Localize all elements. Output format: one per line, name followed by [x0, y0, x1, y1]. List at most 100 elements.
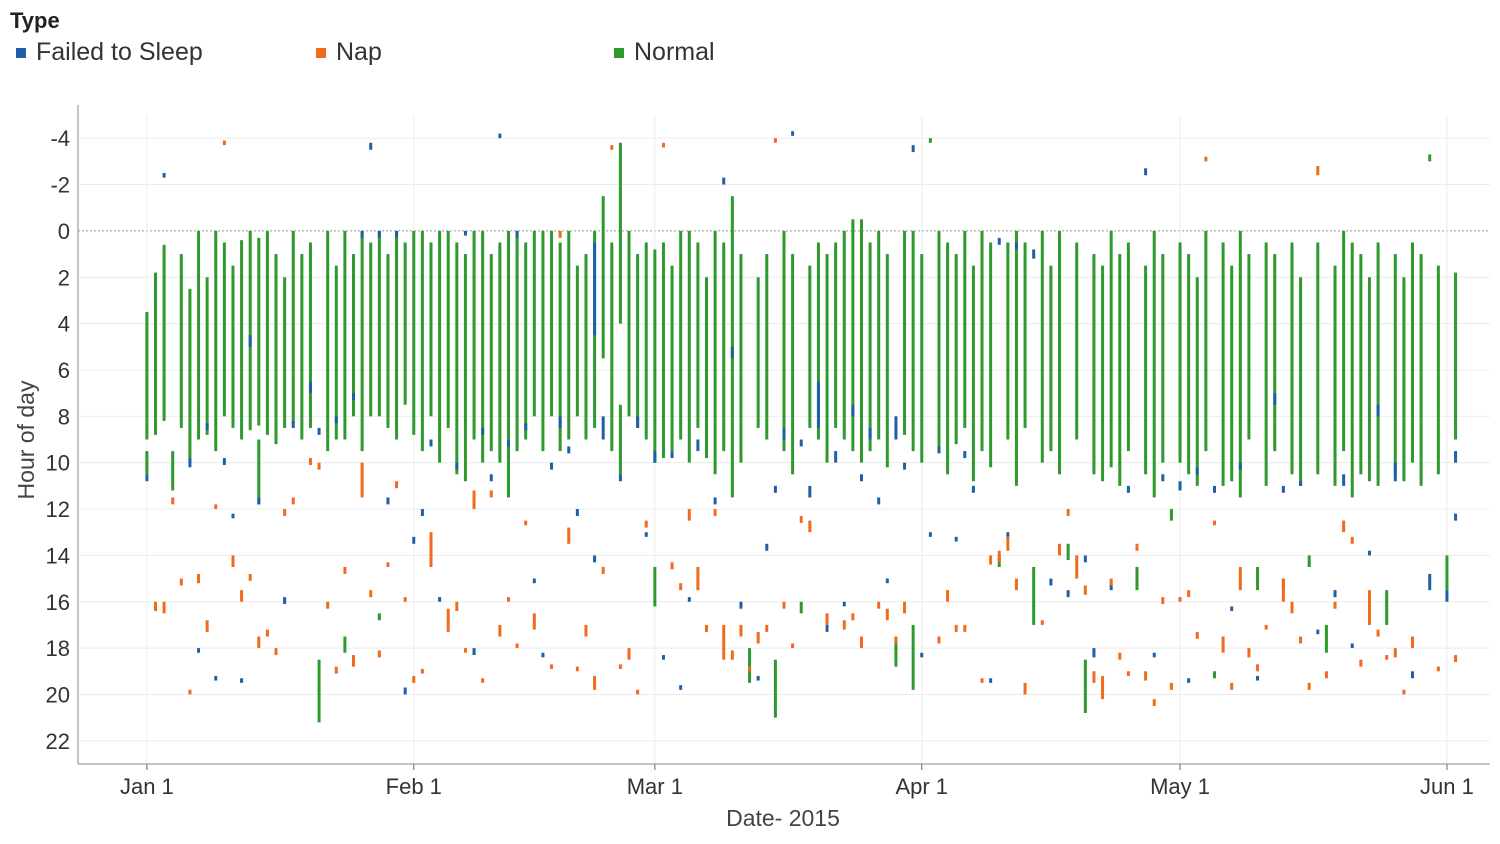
interval-bar-normal — [679, 230, 683, 440]
interval-bar-nap — [420, 668, 424, 674]
legend-item-nap[interactable]: Nap — [316, 38, 382, 67]
interval-bar-nap — [1126, 671, 1130, 676]
interval-bar-normal — [438, 230, 442, 463]
interval-bar-normal — [145, 312, 149, 440]
interval-bar-normal — [179, 254, 183, 428]
interval-bar-normal — [265, 230, 269, 435]
interval-bar-nap — [214, 504, 218, 510]
interval-bar-failed-to-sleep — [1273, 393, 1277, 405]
interval-bar-nap — [1169, 682, 1173, 690]
interval-bar-nap — [1256, 664, 1260, 672]
interval-bar-nap — [644, 520, 648, 528]
interval-bar-nap — [1316, 165, 1320, 176]
interval-bar-nap — [765, 624, 769, 632]
interval-bar-normal — [963, 230, 967, 428]
interval-bar-failed-to-sleep — [188, 458, 192, 468]
interval-bar-nap — [980, 678, 984, 683]
interval-bar-failed-to-sleep — [1454, 451, 1458, 463]
interval-bar-normal — [653, 566, 657, 607]
interval-bar-failed-to-sleep — [420, 509, 424, 516]
interval-bar-nap — [696, 566, 700, 591]
interval-bar-normal — [791, 254, 795, 475]
interval-bar-normal — [1445, 555, 1449, 591]
interval-bar-normal — [515, 230, 519, 452]
interval-bar-nap — [756, 631, 760, 644]
legend-item-failed-to-sleep[interactable]: Failed to Sleep — [16, 38, 203, 67]
y-tick-label: 6 — [58, 358, 70, 383]
interval-bar-nap — [205, 620, 209, 632]
interval-bar-normal — [885, 254, 889, 468]
interval-bar-normal — [386, 254, 390, 428]
interval-bar-failed-to-sleep — [205, 423, 209, 431]
interval-bar-normal — [601, 196, 605, 359]
interval-bar-normal — [429, 242, 433, 417]
interval-bar-normal — [1075, 242, 1079, 440]
interval-bar-nap — [1144, 671, 1148, 681]
interval-bar-failed-to-sleep — [248, 335, 252, 347]
interval-bar-normal — [644, 242, 648, 440]
interval-bar-normal — [989, 242, 993, 468]
interval-bar-nap — [481, 678, 485, 683]
interval-bar-failed-to-sleep — [1083, 555, 1087, 563]
interval-bar-nap — [1247, 648, 1251, 658]
interval-bar-normal — [291, 230, 295, 424]
interval-bar-nap — [894, 636, 898, 644]
interval-bar-failed-to-sleep — [670, 451, 674, 459]
interval-bar-nap — [1118, 652, 1122, 660]
interval-bar-failed-to-sleep — [386, 497, 390, 505]
interval-bar-nap — [1299, 636, 1303, 644]
interval-bar-nap — [1376, 629, 1380, 637]
interval-bar-failed-to-sleep — [558, 416, 562, 428]
interval-bar-failed-to-sleep — [317, 427, 321, 435]
interval-bar-normal — [326, 230, 330, 452]
interval-bar-failed-to-sleep — [438, 597, 442, 602]
interval-bar-normal — [188, 288, 192, 459]
interval-bar-nap — [1212, 520, 1216, 526]
interval-bar-nap — [1359, 659, 1363, 667]
interval-bar-normal — [1204, 230, 1208, 452]
interval-bar-normal — [980, 230, 984, 452]
interval-bar-nap — [601, 566, 605, 574]
interval-bar-nap — [455, 601, 459, 612]
interval-bar-nap — [593, 675, 597, 690]
interval-bar-failed-to-sleep — [197, 648, 201, 653]
interval-bar-normal — [1307, 555, 1311, 567]
interval-bar-normal — [851, 219, 855, 452]
y-tick-label: 20 — [46, 682, 70, 707]
interval-bar-normal — [377, 230, 381, 417]
interval-bar-nap — [567, 527, 571, 544]
interval-bar-failed-to-sleep — [1178, 481, 1182, 491]
interval-bar-nap — [1324, 671, 1328, 679]
interval-bar-normal — [162, 244, 166, 421]
interval-bar-nap — [730, 650, 734, 660]
interval-bar-normal — [197, 230, 201, 440]
interval-bar-failed-to-sleep — [1376, 404, 1380, 417]
interval-bar-normal — [455, 242, 459, 475]
interval-bar-normal — [937, 230, 941, 452]
interval-bar-normal — [1238, 230, 1242, 498]
interval-bar-nap — [782, 601, 786, 609]
interval-bar-failed-to-sleep — [816, 381, 820, 428]
interval-bar-nap — [1264, 624, 1268, 630]
interval-bar-nap — [197, 573, 201, 584]
interval-bar-nap — [1161, 597, 1165, 605]
interval-bar-failed-to-sleep — [515, 230, 519, 238]
interval-bar-nap — [153, 601, 157, 612]
interval-bar-nap — [412, 675, 416, 683]
interval-bar-nap — [1101, 675, 1105, 700]
y-tick-label: 12 — [46, 497, 70, 522]
legend-swatch-nap — [316, 47, 326, 58]
interval-bar-nap — [369, 590, 373, 598]
interval-bar-nap — [575, 666, 579, 672]
interval-bar-failed-to-sleep — [395, 230, 399, 238]
interval-bar-normal — [567, 230, 571, 440]
y-tick-label: 16 — [46, 590, 70, 615]
interval-bar-failed-to-sleep — [868, 427, 872, 440]
legend-item-normal[interactable]: Normal — [614, 38, 715, 67]
interval-bar-failed-to-sleep — [1411, 671, 1415, 679]
interval-bar-nap — [1230, 682, 1234, 690]
interval-bar-nap — [317, 462, 321, 470]
legend: Failed to Sleep Nap Normal — [16, 38, 1016, 68]
interval-bar-normal — [670, 265, 674, 452]
interval-bar-failed-to-sleep — [859, 474, 863, 482]
